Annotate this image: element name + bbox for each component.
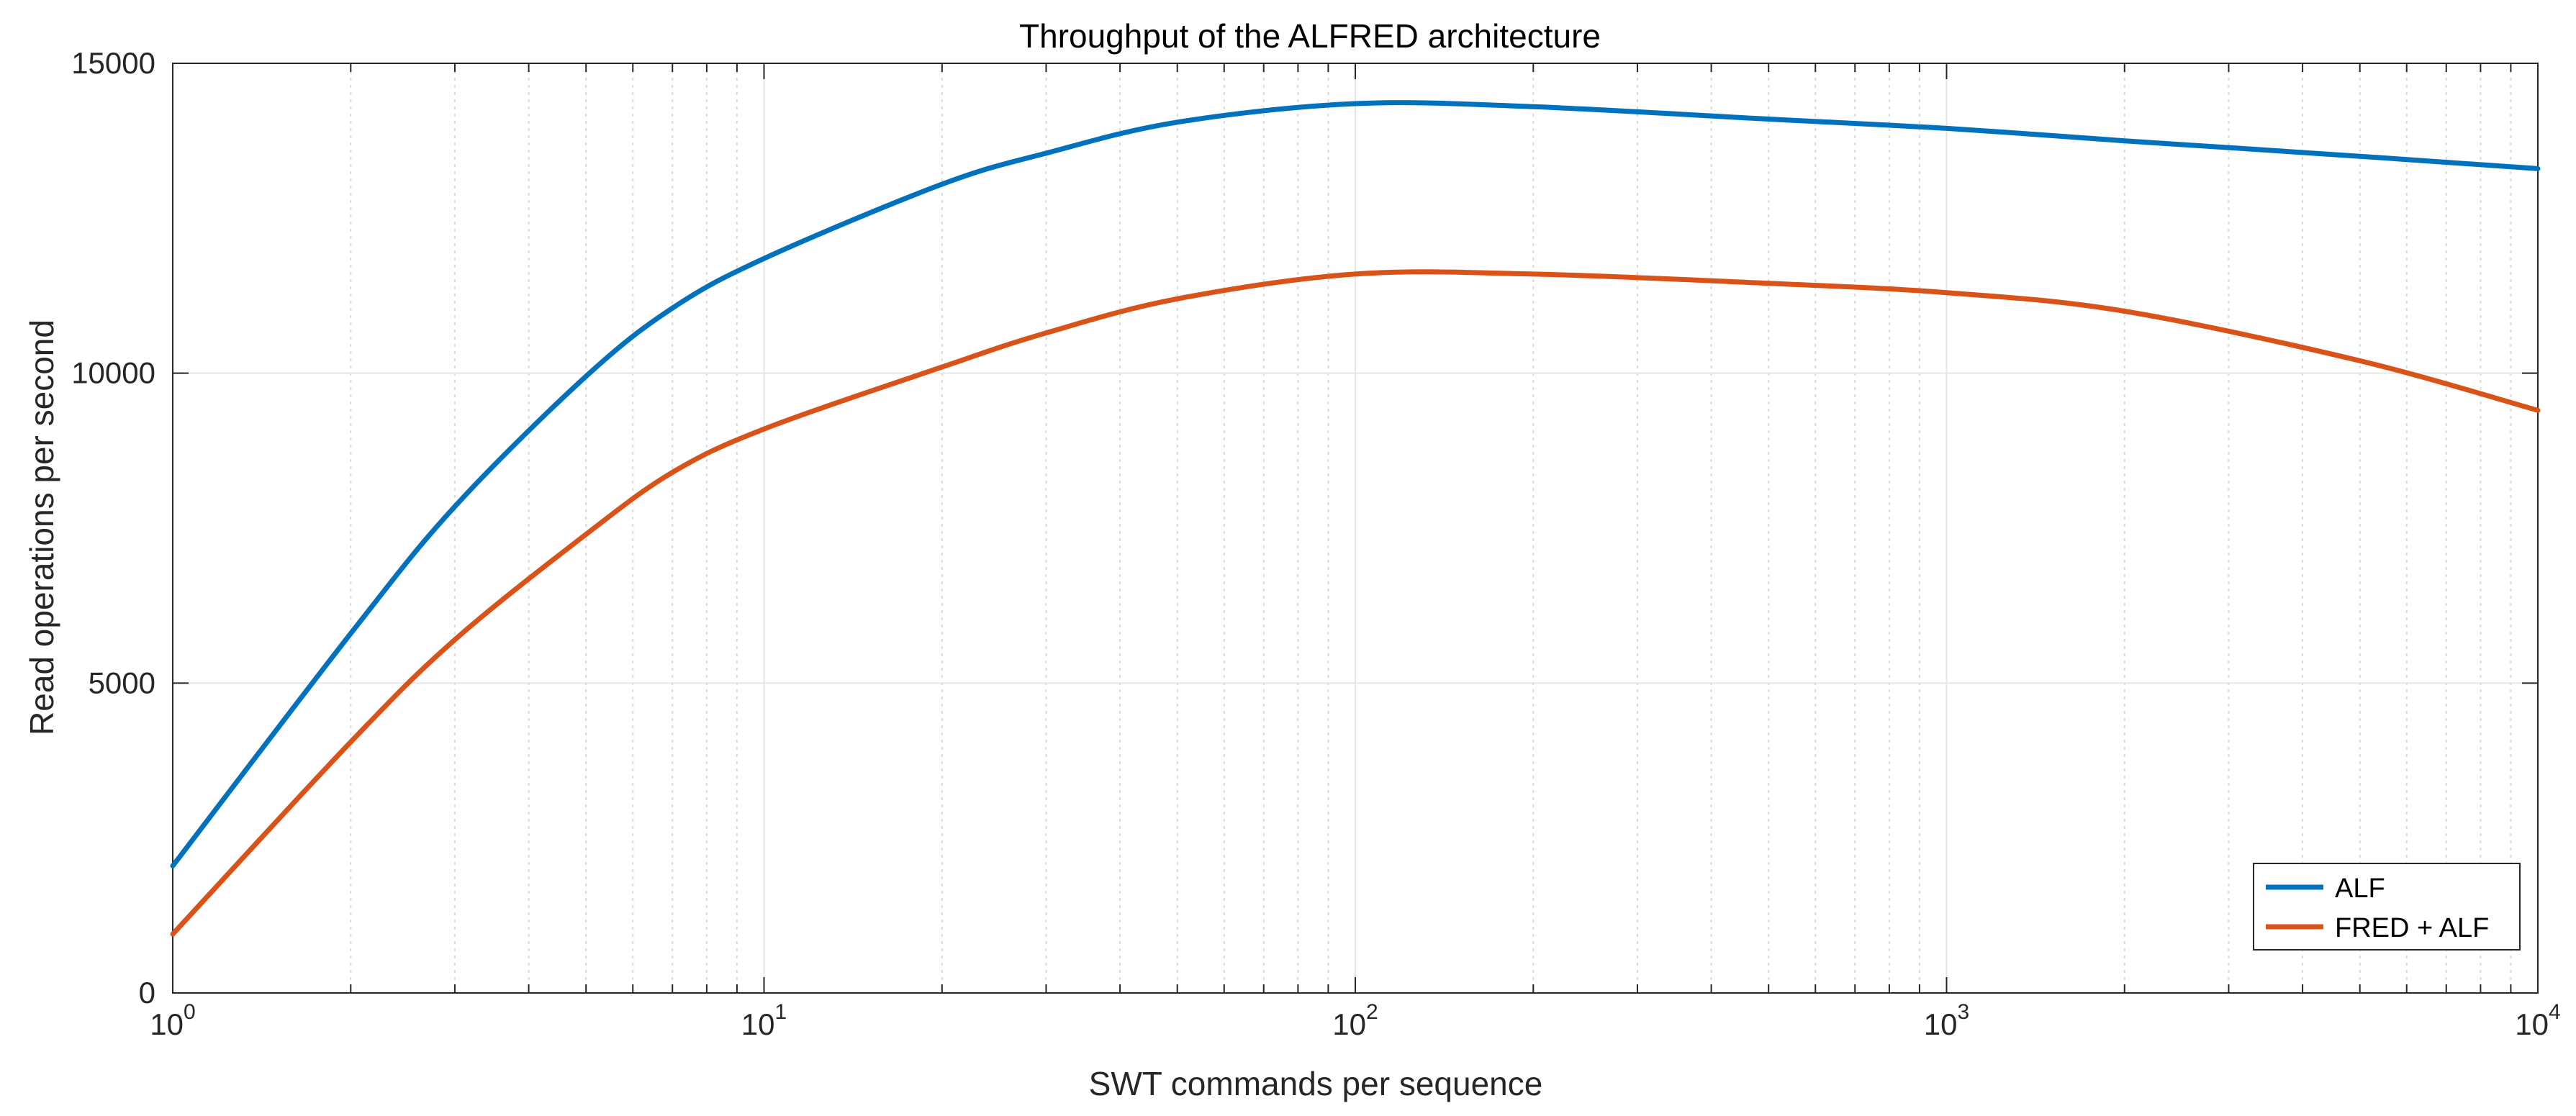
y-tick-label: 5000: [89, 666, 155, 699]
x-tick-label: 101: [741, 1000, 787, 1041]
x-tick-label: 102: [1332, 1000, 1378, 1041]
legend-label-alf: ALF: [2335, 874, 2385, 904]
x-tick-label: 100: [150, 1000, 195, 1041]
legend-box: [2253, 863, 2521, 951]
chart-title: Throughput of the ALFRED architecture: [1019, 17, 1601, 55]
legend-label-fred-alf: FRED + ALF: [2335, 913, 2489, 943]
x-tick-label: 104: [2515, 1000, 2560, 1041]
series-line-fred-alf: [170, 269, 2541, 937]
x-tick-labels: 100 101 102 103 104: [150, 1000, 2560, 1041]
series: [170, 100, 2541, 937]
y-tick-label: 0: [139, 976, 155, 1010]
legend: ALF FRED + ALF: [2253, 863, 2521, 951]
axis-ticks: [172, 63, 2539, 994]
y-tick-label: 10000: [71, 356, 155, 390]
y-tick-label: 15000: [71, 46, 155, 80]
x-tick-label: 103: [1924, 1000, 1969, 1041]
y-axis-label: Read operations per second: [23, 319, 60, 735]
y-tick-labels: 0 5000 10000 15000: [71, 46, 155, 1010]
series-line-alf: [170, 100, 2541, 868]
x-axis-label: SWT commands per sequence: [1089, 1065, 1543, 1102]
